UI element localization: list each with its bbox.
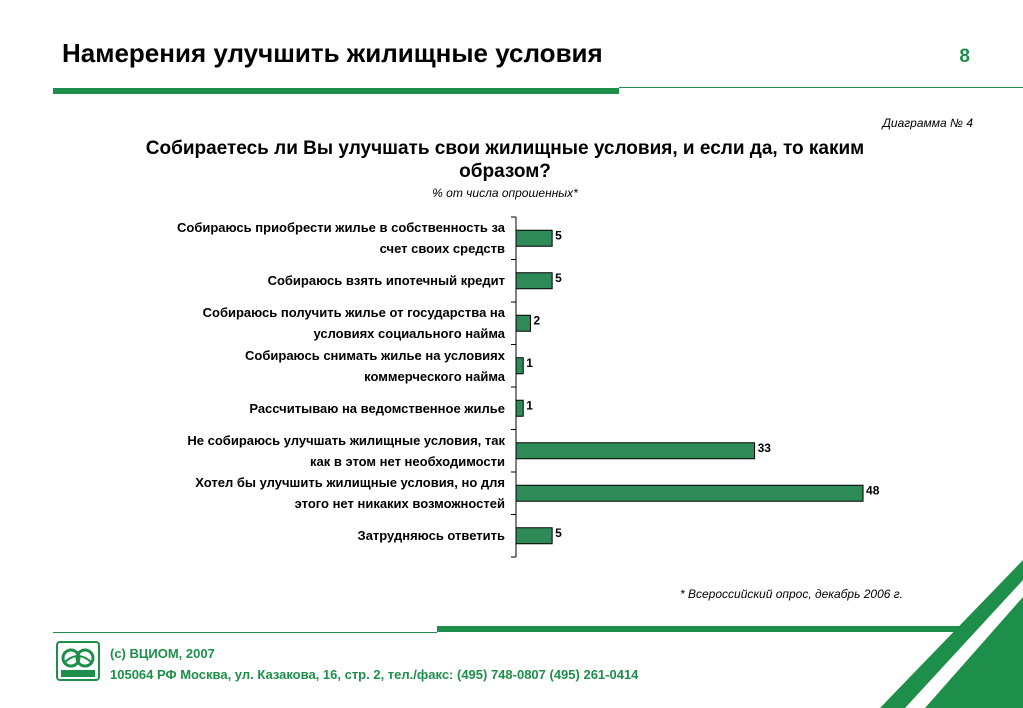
data-label-5: 1 xyxy=(526,398,533,412)
chart-subtitle: % от числа опрошенных* xyxy=(432,186,578,200)
bar-7 xyxy=(515,484,864,502)
category-label-3: Собираюсь получить жилье от государства … xyxy=(110,302,505,344)
bar-1 xyxy=(515,229,553,247)
data-label-3: 2 xyxy=(533,313,540,327)
category-label-line: Хотел бы улучшить жилищные условия, но д… xyxy=(195,475,505,491)
data-label-6: 33 xyxy=(758,441,772,455)
bar-5 xyxy=(515,399,524,417)
page-number: 8 xyxy=(959,46,970,67)
diagram-label: Диаграмма № 4 xyxy=(882,116,973,130)
chart-bars xyxy=(515,229,864,545)
header-divider xyxy=(619,87,1023,88)
data-label-7: 48 xyxy=(866,483,880,497)
category-label-5: Рассчитываю на ведомственное жилье xyxy=(110,398,505,419)
category-label-line: счет своих средств xyxy=(379,241,505,257)
category-label-line: Собираюсь получить жилье от государства … xyxy=(202,305,505,321)
category-label-line: Собираюсь снимать жилье на условиях xyxy=(245,347,505,363)
copyright-text: (с) ВЦИОМ, 2007 xyxy=(110,646,215,661)
category-label-line: как в этом нет необходимости xyxy=(310,453,505,469)
chart-title-line-1: Собираетесь ли Вы улучшать свои жилищные… xyxy=(145,138,865,159)
data-label-2: 5 xyxy=(555,271,562,285)
chart-title: Собираетесь ли Вы улучшать свои жилищные… xyxy=(80,137,930,183)
data-label-4: 1 xyxy=(526,356,533,370)
category-label-line: этого нет никаких возможностей xyxy=(294,496,505,512)
bar-4 xyxy=(515,357,524,375)
vciom-logo xyxy=(56,641,100,686)
category-label-line: Собираюсь приобрести жилье в собственнос… xyxy=(176,220,505,236)
category-label-line: Рассчитываю на ведомственное жилье xyxy=(249,400,505,416)
category-label-8: Затрудняюсь ответить xyxy=(110,525,505,546)
category-label-7: Хотел бы улучшить жилищные условия, но д… xyxy=(110,472,505,514)
address-text: 105064 РФ Москва, ул. Казакова, 16, стр.… xyxy=(110,667,639,682)
bar-6 xyxy=(515,442,756,460)
category-label-4: Собираюсь снимать жилье на условиях комме… xyxy=(110,345,505,387)
header-accent-bar xyxy=(53,88,619,94)
category-label-line: условиях социального найма xyxy=(313,326,505,342)
category-label-1: Собираюсь приобрести жилье в собственнос… xyxy=(110,217,505,259)
category-label-line: Не собираюсь улучшать жилищные условия, … xyxy=(187,432,505,448)
category-label-2: Собираюсь взять ипотечный кредит xyxy=(110,270,505,291)
bar-8 xyxy=(515,527,553,545)
page-title: Намерения улучшить жилищные условия xyxy=(62,38,603,68)
data-label-1: 5 xyxy=(555,228,562,242)
bar-3 xyxy=(515,314,531,332)
footer-accent-bar xyxy=(437,626,997,632)
bar-2 xyxy=(515,272,553,290)
footer-copyright: (с) ВЦИОМ, 2007 105064 РФ Москва, ул. Ка… xyxy=(110,643,638,685)
category-label-line: коммерческого найма xyxy=(364,368,505,384)
category-label-6: Не собираюсь улучшать жилищные условия, … xyxy=(110,430,505,472)
category-label-line: Собираюсь взять ипотечный кредит xyxy=(267,273,505,289)
chart-data-labels: 5 5 2 1 1 33 48 5 xyxy=(526,228,879,540)
data-label-8: 5 xyxy=(555,526,562,540)
chart-title-line-2: образом? xyxy=(459,161,551,182)
footnote: * Всероссийский опрос, декабрь 2006 г. xyxy=(679,587,903,601)
footer-divider xyxy=(53,632,437,633)
category-label-line: Затрудняюсь ответить xyxy=(357,528,505,544)
